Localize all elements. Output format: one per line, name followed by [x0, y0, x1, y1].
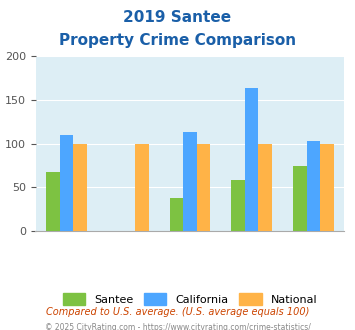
Text: Property Crime Comparison: Property Crime Comparison	[59, 33, 296, 48]
Bar	[258, 144, 272, 231]
Text: © 2025 CityRating.com - https://www.cityrating.com/crime-statistics/: © 2025 CityRating.com - https://www.city…	[45, 323, 310, 330]
Bar	[46, 172, 60, 231]
Bar	[135, 144, 148, 231]
Bar	[245, 88, 258, 231]
Bar	[73, 144, 87, 231]
Bar	[60, 135, 73, 231]
Bar	[320, 144, 334, 231]
Text: Compared to U.S. average. (U.S. average equals 100): Compared to U.S. average. (U.S. average …	[46, 307, 309, 317]
Legend: Santee, California, National: Santee, California, National	[58, 289, 322, 309]
Bar	[170, 198, 183, 231]
Bar	[307, 141, 320, 231]
Bar	[197, 144, 210, 231]
Bar	[183, 132, 197, 231]
Bar	[231, 180, 245, 231]
Text: 2019 Santee: 2019 Santee	[124, 10, 231, 25]
Bar	[293, 166, 307, 231]
